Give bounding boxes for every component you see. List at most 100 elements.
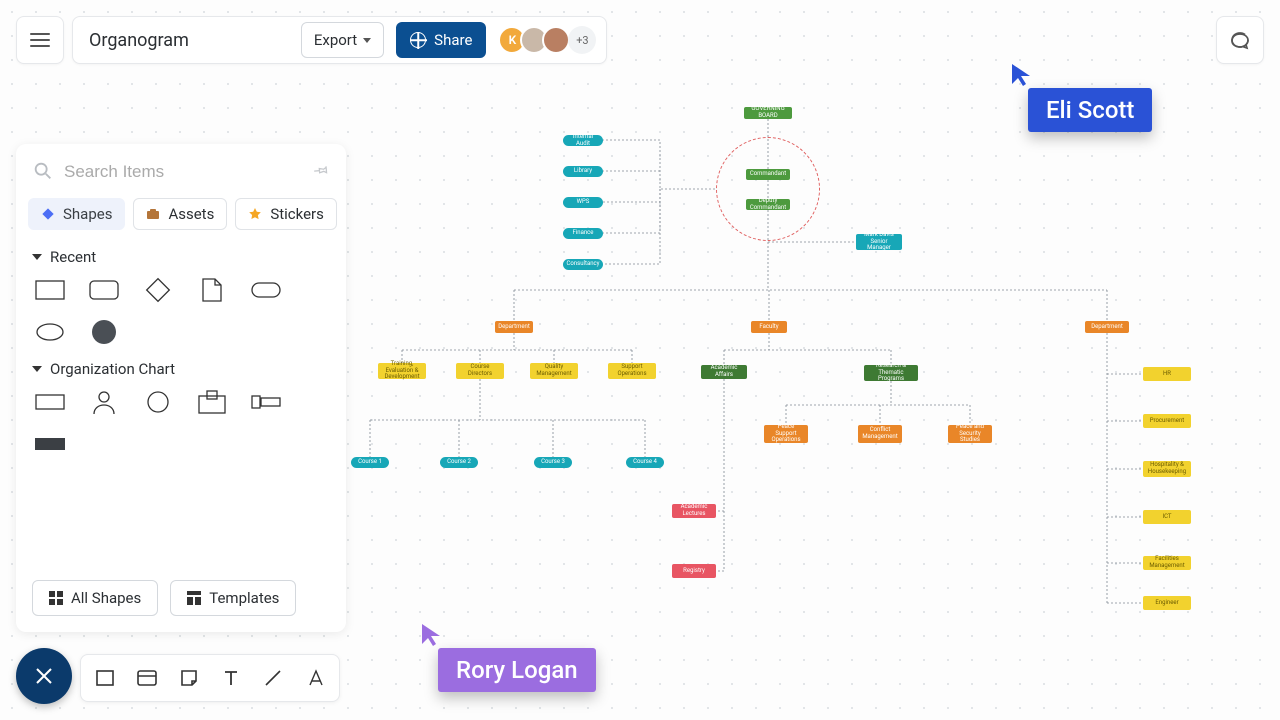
export-label: Export <box>314 31 357 49</box>
close-fab[interactable] <box>16 648 72 704</box>
templates-button[interactable]: Templates <box>170 580 296 616</box>
section-recent[interactable]: Recent <box>28 238 334 274</box>
shape-diamond[interactable] <box>142 278 174 302</box>
search-input[interactable] <box>64 162 304 182</box>
tool-rect[interactable] <box>91 664 119 692</box>
pin-icon[interactable] <box>312 161 330 183</box>
avatar-more[interactable]: +3 <box>568 26 596 54</box>
org-node[interactable]: Facilities Management <box>1143 556 1191 570</box>
briefcase-icon <box>146 207 160 221</box>
export-button[interactable]: Export <box>301 22 384 58</box>
org-node[interactable]: Course Directors <box>456 363 504 379</box>
org-node[interactable]: Department <box>1085 321 1129 333</box>
shape-person[interactable] <box>88 390 120 414</box>
org-node[interactable]: Academic Lectures <box>672 504 716 518</box>
org-node[interactable]: Library <box>563 166 603 177</box>
tab-stickers[interactable]: Stickers <box>235 198 337 230</box>
collapse-icon <box>32 254 42 260</box>
close-icon <box>33 665 55 687</box>
caret-down-icon <box>363 38 371 43</box>
tab-label: Shapes <box>63 205 112 223</box>
org-node[interactable]: Internal Audit <box>563 135 603 146</box>
tool-sticky[interactable] <box>175 664 203 692</box>
share-label: Share <box>434 31 472 49</box>
org-node[interactable]: Course 3 <box>534 457 572 468</box>
org-node[interactable]: Support Operations <box>608 363 656 379</box>
shapes-panel: Shapes Assets Stickers Recent Organizati… <box>16 144 346 632</box>
panel-tabs: Shapes Assets Stickers <box>28 194 334 238</box>
bottom-toolbar <box>80 654 340 702</box>
org-node[interactable]: Procurement <box>1143 414 1191 428</box>
collaborator-cursor: Eli Scott <box>1010 62 1152 132</box>
share-button[interactable]: Share <box>396 22 486 58</box>
shape-filled-circle[interactable] <box>88 320 120 344</box>
tab-shapes[interactable]: Shapes <box>28 198 125 230</box>
org-node[interactable]: Peace Support Operations <box>764 425 808 443</box>
org-node[interactable]: Consultancy <box>563 259 603 270</box>
tool-pen[interactable] <box>301 664 329 692</box>
shape-solid-bar[interactable] <box>34 432 66 456</box>
org-node[interactable]: Engineer <box>1143 596 1191 610</box>
cursor-pointer-icon <box>420 622 442 648</box>
menu-button[interactable] <box>16 16 64 64</box>
shape-rounded-rect[interactable] <box>88 278 120 302</box>
document-title[interactable]: Organogram <box>89 30 289 51</box>
org-shapes <box>28 386 334 462</box>
org-node[interactable]: Faculty <box>751 321 787 333</box>
org-node[interactable]: Mark Davis Senior Manager <box>856 234 902 250</box>
hamburger-icon <box>30 33 50 47</box>
tool-text[interactable] <box>217 664 245 692</box>
grid-icon <box>49 591 63 605</box>
tab-label: Stickers <box>270 205 324 223</box>
recent-shapes <box>28 274 334 350</box>
collaborator-cursor: Rory Logan <box>420 622 596 692</box>
org-node[interactable]: HR <box>1143 367 1191 381</box>
org-node[interactable]: Course 4 <box>626 457 664 468</box>
search-icon <box>32 160 56 184</box>
org-node[interactable]: ICT <box>1143 510 1191 524</box>
org-node[interactable]: Registry <box>672 564 716 578</box>
button-label: Templates <box>209 589 279 607</box>
tool-frame[interactable] <box>133 664 161 692</box>
org-node[interactable]: Conflict Management <box>858 425 902 443</box>
collapse-icon <box>32 366 42 372</box>
templates-icon <box>187 591 201 605</box>
section-org-chart[interactable]: Organization Chart <box>28 350 334 386</box>
org-node[interactable]: Hospitality & Housekeeping <box>1143 461 1191 477</box>
globe-icon <box>410 32 426 48</box>
shape-pill[interactable] <box>250 278 282 302</box>
chat-icon <box>1228 28 1252 52</box>
org-node[interactable]: Training, Evaluation & Development <box>378 363 426 379</box>
collaborator-avatars[interactable]: K +3 <box>498 26 596 54</box>
org-node[interactable]: GOVERNING BOARD <box>744 107 792 119</box>
shape-card[interactable] <box>250 390 282 414</box>
org-node[interactable]: Course 2 <box>440 457 478 468</box>
shape-circle[interactable] <box>142 390 174 414</box>
org-node[interactable]: WPS <box>563 197 603 208</box>
shape-org-box[interactable] <box>34 390 66 414</box>
org-node[interactable]: Course 1 <box>351 457 389 468</box>
shape-ellipse[interactable] <box>34 320 66 344</box>
org-node[interactable]: Deputy Commandant <box>746 199 790 210</box>
section-label: Recent <box>50 248 96 266</box>
org-node[interactable]: Quality Management <box>530 363 578 379</box>
tool-line[interactable] <box>259 664 287 692</box>
org-node[interactable]: Academic Affairs <box>701 365 747 379</box>
all-shapes-button[interactable]: All Shapes <box>32 580 158 616</box>
tab-label: Assets <box>168 205 214 223</box>
avatar[interactable] <box>542 26 570 54</box>
org-node[interactable]: Finance <box>563 228 603 239</box>
cursor-pointer-icon <box>1010 62 1032 88</box>
shape-document[interactable] <box>196 278 228 302</box>
button-label: All Shapes <box>71 589 141 607</box>
shape-rectangle[interactable] <box>34 278 66 302</box>
org-node[interactable]: Peace and Security Studies <box>948 425 992 443</box>
tab-assets[interactable]: Assets <box>133 198 227 230</box>
comments-button[interactable] <box>1216 16 1264 64</box>
org-node[interactable]: Research & Thematic Programs <box>864 365 918 381</box>
shape-photo-box[interactable] <box>196 390 228 414</box>
cursor-label: Rory Logan <box>438 648 596 692</box>
org-node[interactable]: Department <box>495 321 533 333</box>
section-label: Organization Chart <box>50 360 175 378</box>
org-node[interactable]: Commandant <box>746 169 790 180</box>
